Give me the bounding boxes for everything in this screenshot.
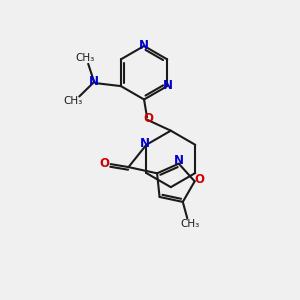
Text: N: N: [139, 39, 148, 52]
Text: N: N: [174, 154, 184, 167]
Text: N: N: [89, 75, 99, 88]
Text: O: O: [194, 173, 204, 186]
Text: O: O: [143, 112, 153, 125]
Text: CH₃: CH₃: [181, 219, 200, 229]
Text: O: O: [100, 157, 110, 170]
Text: CH₃: CH₃: [64, 96, 83, 106]
Text: N: N: [140, 137, 150, 150]
Text: CH₃: CH₃: [76, 53, 95, 64]
Text: N: N: [163, 79, 173, 92]
